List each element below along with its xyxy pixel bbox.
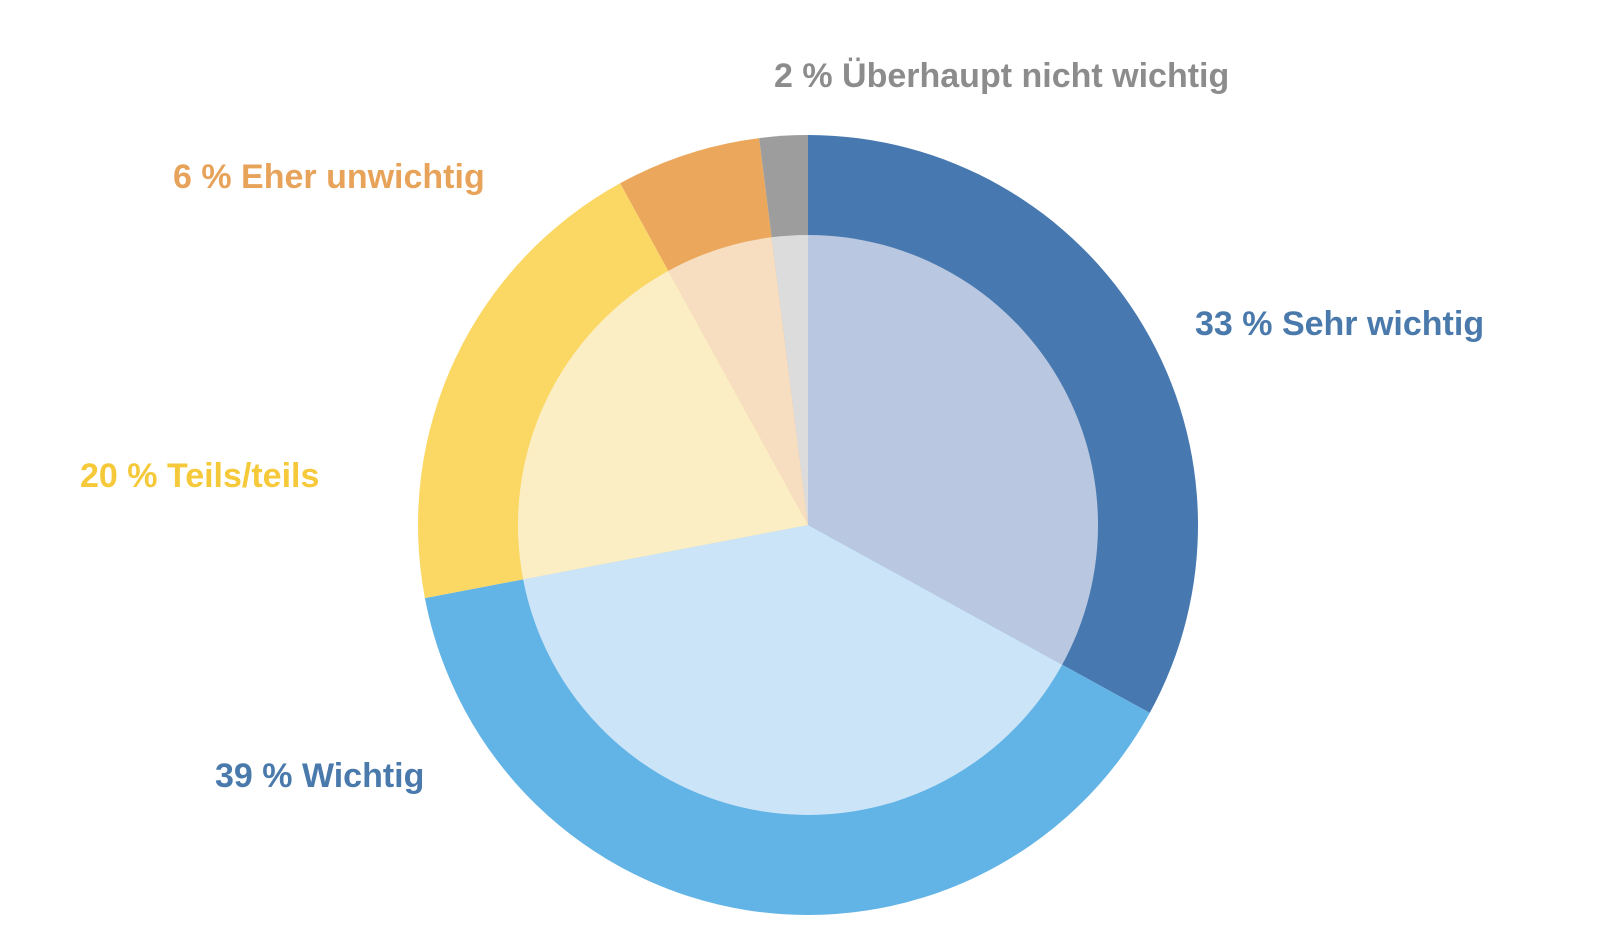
label-sehr-wichtig: 33 % Sehr wichtig: [1195, 305, 1484, 343]
slice-inner-sehr-wichtig: [808, 235, 1099, 665]
inner-pie: [518, 235, 1099, 815]
slice-inner-eher-unwichtig: [668, 237, 808, 526]
slice-inner-teils-teils: [518, 270, 808, 580]
slice-labels: 33 % Sehr wichtig 39 % Wichtig 20 % Teil…: [80, 57, 1484, 795]
label-eher-unwichtig: 6 % Eher unwichtig: [173, 158, 485, 196]
slice-inner-ueberhaupt-nicht-wichtig: [771, 235, 808, 525]
slice-inner-wichtig: [523, 525, 1063, 815]
label-teils-teils: 20 % Teils/teils: [80, 457, 319, 495]
label-wichtig: 39 % Wichtig: [215, 757, 424, 795]
label-ueberhaupt-nicht-wichtig: 2 % Überhaupt nicht wichtig: [774, 57, 1229, 95]
